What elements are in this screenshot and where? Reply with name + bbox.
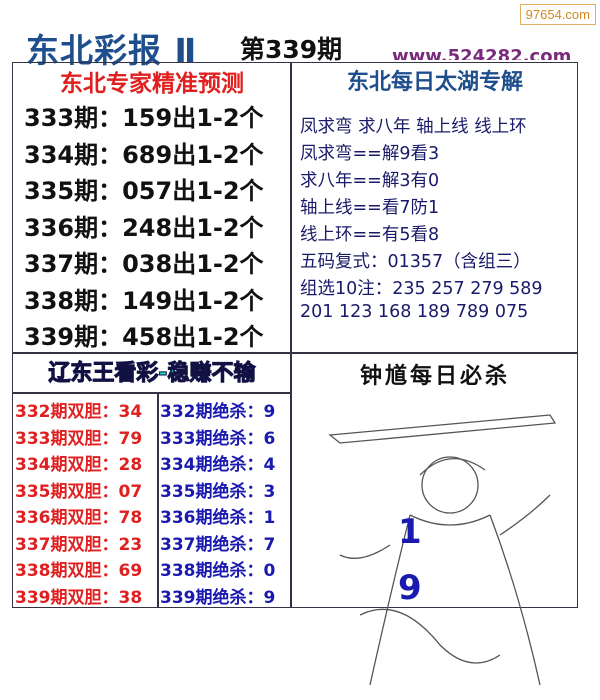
taihu-line: 组选10注：235 257 279 589 — [300, 279, 543, 299]
taihu-line: 线上环==有5看8 — [300, 225, 440, 245]
zhongkui-title: 钟馗每日必杀 — [359, 364, 510, 389]
table-frame — [12, 62, 578, 608]
divider — [290, 62, 292, 608]
newspaper-title: 东北彩报 Ⅱ — [26, 31, 198, 70]
kill-row: 332期绝杀：9 — [160, 402, 276, 422]
kill-row: 335期绝杀：3 — [160, 481, 276, 502]
taihu-line: 凤求弯==解9看3 — [300, 144, 440, 164]
watermark: 97654.com — [519, 4, 596, 25]
double-pick-row: 336期双胆：78 — [15, 508, 143, 528]
taihu-line: 五码复式：01357（含组三） — [300, 252, 531, 272]
taihu-line: 轴上线==看7防1 — [300, 198, 440, 218]
kill-row: 334期绝杀：4 — [160, 455, 276, 475]
divider — [12, 352, 578, 354]
site-url: www.524282.com — [392, 46, 572, 60]
kill-row: 338期绝杀：0 — [160, 561, 276, 581]
double-pick-row: 337期双胆：23 — [15, 534, 143, 555]
prediction-row: 339期：458出1-2个 — [24, 323, 264, 351]
expert-prediction-title: 东北专家精准预测 — [60, 71, 244, 97]
taihu-title: 东北每日太湖专解 — [346, 70, 523, 95]
kill-row: 333期绝杀：6 — [160, 428, 276, 449]
double-pick-row: 338期双胆：69 — [15, 561, 143, 581]
double-pick-row: 332期双胆：34 — [15, 402, 143, 422]
double-pick-row: 339期双胆：38 — [15, 587, 143, 608]
issue-number: 第339期 — [240, 35, 343, 64]
kill-number: 1 — [398, 512, 422, 552]
prediction-row: 333期：159出1-2个 — [24, 104, 264, 132]
divider — [157, 392, 159, 608]
kill-row: 336期绝杀：1 — [160, 508, 276, 528]
double-pick-row: 333期双胆：79 — [15, 428, 143, 449]
kill-row: 337期绝杀：7 — [160, 534, 276, 555]
liaodong-title: 辽东王看彩-稳赚不输 — [48, 361, 256, 387]
taihu-line: 201 123 168 189 789 075 — [300, 302, 529, 322]
double-pick-row: 335期双胆：07 — [15, 481, 143, 502]
prediction-row: 336期：248出1-2个 — [24, 213, 264, 242]
prediction-row: 335期：057出1-2个 — [24, 177, 264, 205]
kill-row: 339期绝杀：9 — [160, 587, 276, 608]
divider — [12, 392, 290, 394]
double-pick-row: 334期双胆：28 — [15, 455, 143, 475]
prediction-row: 337期：038出1-2个 — [24, 250, 264, 278]
kill-number: 9 — [398, 568, 422, 608]
taihu-line: 求八年==解3有0 — [300, 171, 440, 191]
zhongkui-illustration — [328, 414, 557, 686]
prediction-row: 338期：149出1-2个 — [24, 286, 264, 315]
prediction-row: 334期：689出1-2个 — [24, 140, 264, 169]
taihu-line: 凤求弯 求八年 轴上线 线上环 — [300, 117, 527, 137]
